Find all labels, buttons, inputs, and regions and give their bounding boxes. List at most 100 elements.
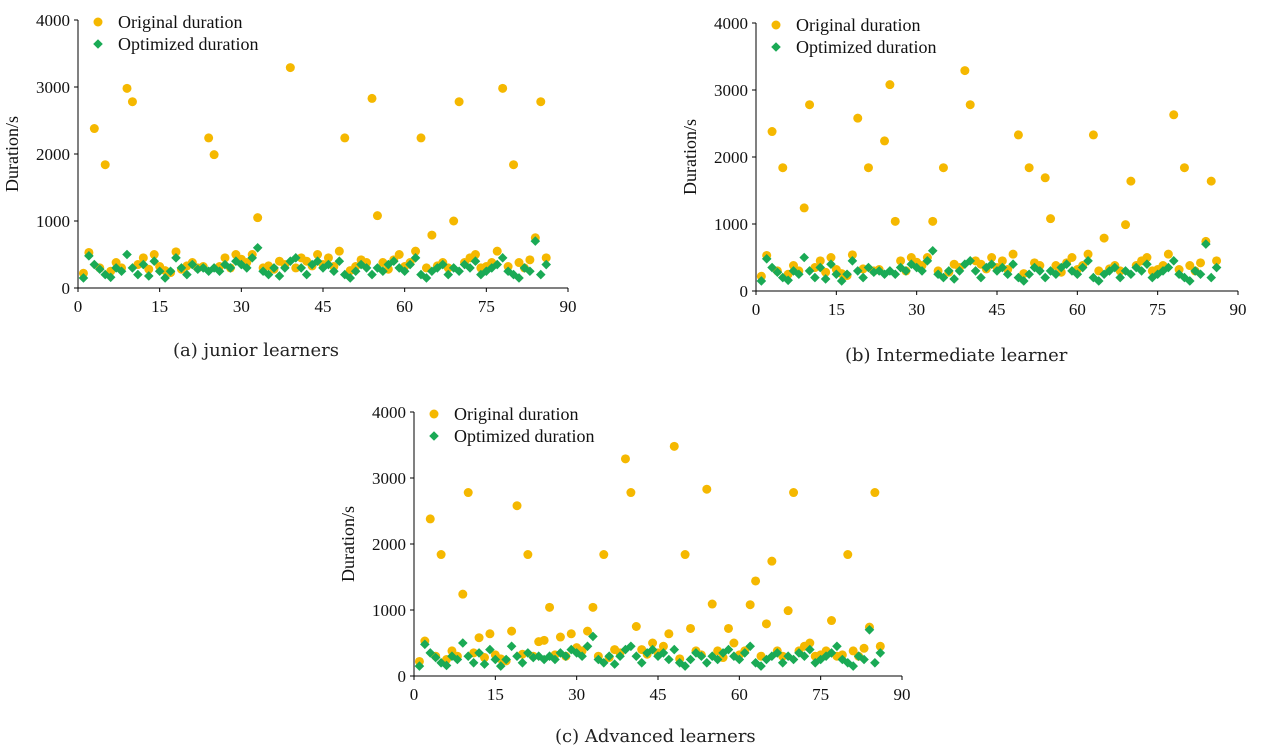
data-point-original: [536, 97, 546, 107]
data-point-optimized: [182, 269, 192, 280]
data-point-optimized: [209, 263, 219, 273]
data-point-original: [1126, 176, 1136, 186]
data-point-optimized: [664, 654, 674, 665]
data-point-optimized: [394, 263, 405, 273]
data-point-original: [1163, 249, 1173, 259]
data-point-optimized: [874, 266, 884, 276]
data-point-optimized: [1110, 262, 1120, 273]
data-point-optimized: [187, 259, 198, 270]
data-point-original: [485, 629, 495, 639]
data-point-optimized: [372, 263, 383, 273]
data-point-original: [512, 501, 522, 511]
chart-panel-advanced: 0 1000 2000 3000 4000 0 15 30 45 60 75 90 Duration/s…: [330, 392, 930, 722]
data-point-optimized: [870, 658, 880, 668]
data-point-optimized: [783, 651, 793, 661]
data-point-optimized: [1115, 272, 1125, 283]
data-point-optimized: [588, 631, 598, 642]
caption-intermediate: (b) Intermediate learner: [845, 345, 1068, 366]
data-point-optimized: [116, 266, 127, 277]
data-point-optimized: [165, 266, 176, 277]
x-tick-label: 30: [568, 685, 585, 704]
x-tick-label: 60: [731, 685, 748, 704]
data-point-original: [367, 93, 377, 103]
data-point-optimized: [739, 648, 750, 658]
data-point-optimized: [280, 263, 290, 273]
data-point-optimized: [517, 658, 528, 668]
data-point-optimized: [448, 263, 459, 273]
data-point-original: [826, 253, 836, 262]
chart-svg: 0 1000 2000 3000 4000 0 15 30 45 60 75 90 Duration/s…: [680, 14, 1247, 319]
data-point-optimized: [1093, 276, 1104, 286]
data-point-optimized: [133, 269, 143, 280]
y-tick-label: 3000: [372, 469, 406, 488]
chart-panel-intermediate: 0 1000 2000 3000 4000 0 15 30 45 60 75 90 Duration/s…: [664, 0, 1264, 330]
data-point-original: [220, 253, 230, 263]
legend-label-original: Original duration: [454, 404, 578, 424]
data-point-optimized: [405, 259, 415, 270]
data-point-original: [492, 246, 502, 256]
data-point-optimized: [847, 256, 858, 266]
data-point-original: [620, 454, 630, 464]
data-point-optimized: [361, 263, 372, 273]
data-point-original: [541, 253, 551, 263]
y-tick-label: 3000: [714, 81, 748, 100]
data-point-optimized: [441, 660, 452, 671]
legend-label-optimized: Optimized duration: [118, 34, 258, 54]
data-point-original: [425, 514, 435, 524]
data-point-optimized: [492, 259, 503, 270]
legend-marker-original: [429, 409, 439, 419]
data-point-original: [1169, 110, 1179, 120]
data-point-original: [707, 599, 717, 609]
data-point-optimized: [356, 259, 366, 270]
data-point-optimized: [508, 269, 519, 280]
data-point-original: [566, 629, 576, 639]
y-axis-label: Duration/s: [338, 506, 358, 582]
data-point-optimized: [1201, 239, 1211, 249]
data-point-optimized: [541, 259, 552, 270]
data-point-optimized: [1206, 272, 1217, 283]
data-point-optimized: [772, 267, 783, 278]
data-point-original: [648, 638, 658, 648]
data-point-original: [1099, 233, 1109, 243]
data-point-optimized: [788, 654, 799, 665]
data-point-optimized: [1083, 256, 1093, 266]
data-point-optimized: [734, 654, 745, 665]
data-point-optimized: [582, 641, 593, 652]
x-tick-label: 75: [1149, 300, 1166, 319]
x-tick-label: 60: [1069, 300, 1086, 319]
data-point-optimized: [345, 273, 356, 283]
data-point-optimized: [334, 256, 345, 266]
data-point-original: [394, 250, 404, 259]
data-point-optimized: [367, 269, 377, 280]
data-point-optimized: [378, 266, 388, 277]
x-tick-label: 90: [894, 685, 911, 704]
data-point-optimized: [745, 641, 755, 652]
data-point-optimized: [1136, 266, 1147, 276]
data-point-original: [805, 638, 815, 648]
data-point-original: [285, 63, 295, 73]
data-point-original: [870, 488, 880, 498]
data-point-original: [1008, 249, 1018, 259]
x-tick-label: 90: [560, 297, 577, 316]
data-point-original: [799, 203, 809, 213]
data-point-optimized: [474, 648, 484, 658]
data-point-original: [751, 576, 761, 586]
series-optimized: [78, 236, 552, 283]
y-tick-label: 2000: [714, 148, 748, 167]
y-tick-label: 4000: [36, 11, 70, 30]
data-point-optimized: [1158, 266, 1168, 276]
data-point-optimized: [756, 276, 767, 286]
data-point-original: [313, 250, 323, 259]
y-axis-label: Duration/s: [2, 116, 22, 192]
data-point-optimized: [604, 651, 614, 661]
data-point-optimized: [702, 658, 712, 668]
data-point-optimized: [1035, 266, 1045, 276]
data-point-optimized: [476, 269, 486, 280]
data-point-optimized: [463, 651, 474, 661]
data-point-original: [1024, 163, 1034, 173]
data-point-original: [209, 150, 219, 160]
data-point-optimized: [198, 263, 209, 273]
data-point-optimized: [519, 263, 530, 273]
data-point-original: [783, 606, 793, 616]
data-point-optimized: [171, 253, 181, 263]
